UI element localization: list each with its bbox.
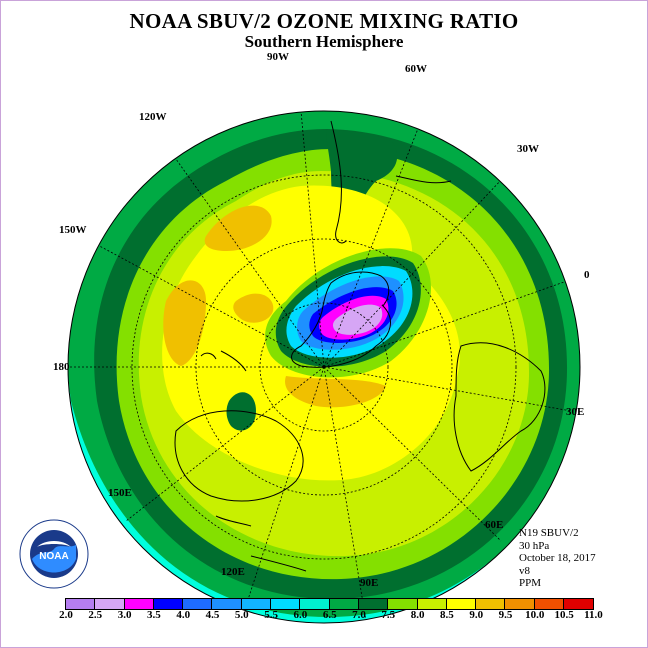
colorbar-label: 4.5: [205, 609, 220, 621]
info-level: 30 hPa: [519, 539, 550, 552]
colorbar-cell: [417, 599, 447, 609]
colorbar-cell: [271, 599, 301, 609]
colorbar-label: 7.0: [352, 609, 366, 621]
patch-orange-4: [233, 293, 274, 323]
colorbar-label: 9.5: [498, 609, 513, 621]
lon-label-90w: 90W: [267, 51, 289, 63]
colorbar-cell: [358, 599, 389, 609]
meridians: [69, 111, 580, 622]
colorbar-cell: [124, 599, 154, 609]
colorbar: [65, 598, 595, 610]
colorbar-cell: [329, 599, 359, 609]
colorbar-cell: [66, 599, 96, 609]
colorbar-label: 2.5: [88, 609, 103, 621]
lon-label-150w: 150W: [59, 224, 87, 236]
map-border: [67, 110, 581, 624]
colorbar-cell: [476, 599, 506, 609]
colorbar-label: 5.0: [234, 609, 249, 621]
colorbar-cell: [241, 599, 272, 609]
colorbar-cell: [212, 599, 242, 609]
colorbar-cell: [388, 599, 418, 609]
colorbar-label: 6.5: [322, 609, 337, 621]
colorbar-label: 8.5: [440, 609, 454, 621]
info-version: v8: [519, 564, 530, 577]
info-units: PPM: [519, 577, 542, 589]
colorbar-cell: [300, 599, 330, 609]
lon-label-0: 0: [584, 269, 590, 281]
colorbar-cell: [153, 599, 184, 609]
coastlines: [174, 120, 546, 572]
colorbar-cell: [183, 599, 213, 609]
colorbar-label: 5.5: [264, 609, 278, 621]
patch-orange-1: [204, 205, 272, 251]
colorbar-cell: [505, 599, 535, 609]
colorbar-cell: [95, 599, 125, 609]
colorbar-label: 2.0: [59, 609, 73, 621]
info-date: October 18, 2017: [519, 552, 596, 564]
lon-label-30e: 30E: [566, 406, 585, 418]
map-title: NOAA SBUV/2 OZONE MIXING RATIO: [129, 9, 519, 33]
colorbar-label: 6.0: [293, 609, 308, 621]
lon-label-120e: 120E: [221, 566, 245, 578]
colorbar-cell: [446, 599, 477, 609]
colorbar-cell: [564, 599, 594, 609]
colorbar-label: 10.0: [525, 609, 545, 621]
logo-text: NOAA: [39, 551, 68, 562]
lon-label-60w: 60W: [405, 63, 427, 75]
colorbar-label: 11.0: [584, 609, 603, 621]
lon-label-180: 180: [53, 361, 70, 373]
patch-orange-3: [285, 376, 386, 408]
vortex-lavender: [332, 304, 383, 335]
lon-label-150e: 150E: [108, 487, 132, 499]
lon-label-120w: 120W: [139, 111, 167, 123]
lon-label-30w: 30W: [517, 143, 539, 155]
colorbar-label: 3.0: [117, 609, 132, 621]
colorbar-label: 4.0: [176, 609, 191, 621]
colorbar-label: 3.5: [147, 609, 161, 621]
noaa-logo: NOAA: [19, 519, 89, 589]
patch-orange-2: [163, 280, 206, 366]
lon-label-60e: 60E: [485, 519, 504, 531]
colorbar-label: 10.5: [554, 609, 574, 621]
lon-label-90e: 90E: [360, 577, 379, 589]
info-block: N19 SBUV/2 30 hPa October 18, 2017 v8 PP…: [519, 527, 596, 590]
colorbar-label: 7.5: [381, 609, 396, 621]
colorbar-labels: 2.0 2.5 3.0 3.5 4.0 4.5 5.0 5.5 6.0 6.5 7.0 7.5 8.0 8…: [1, 609, 647, 623]
map-subtitle: Southern Hemisphere: [244, 32, 404, 51]
info-instrument: N19 SBUV/2: [519, 527, 579, 539]
colorbar-label: 9.0: [469, 609, 484, 621]
colorbar-cell: [534, 599, 565, 609]
colorbar-label: 8.0: [410, 609, 425, 621]
